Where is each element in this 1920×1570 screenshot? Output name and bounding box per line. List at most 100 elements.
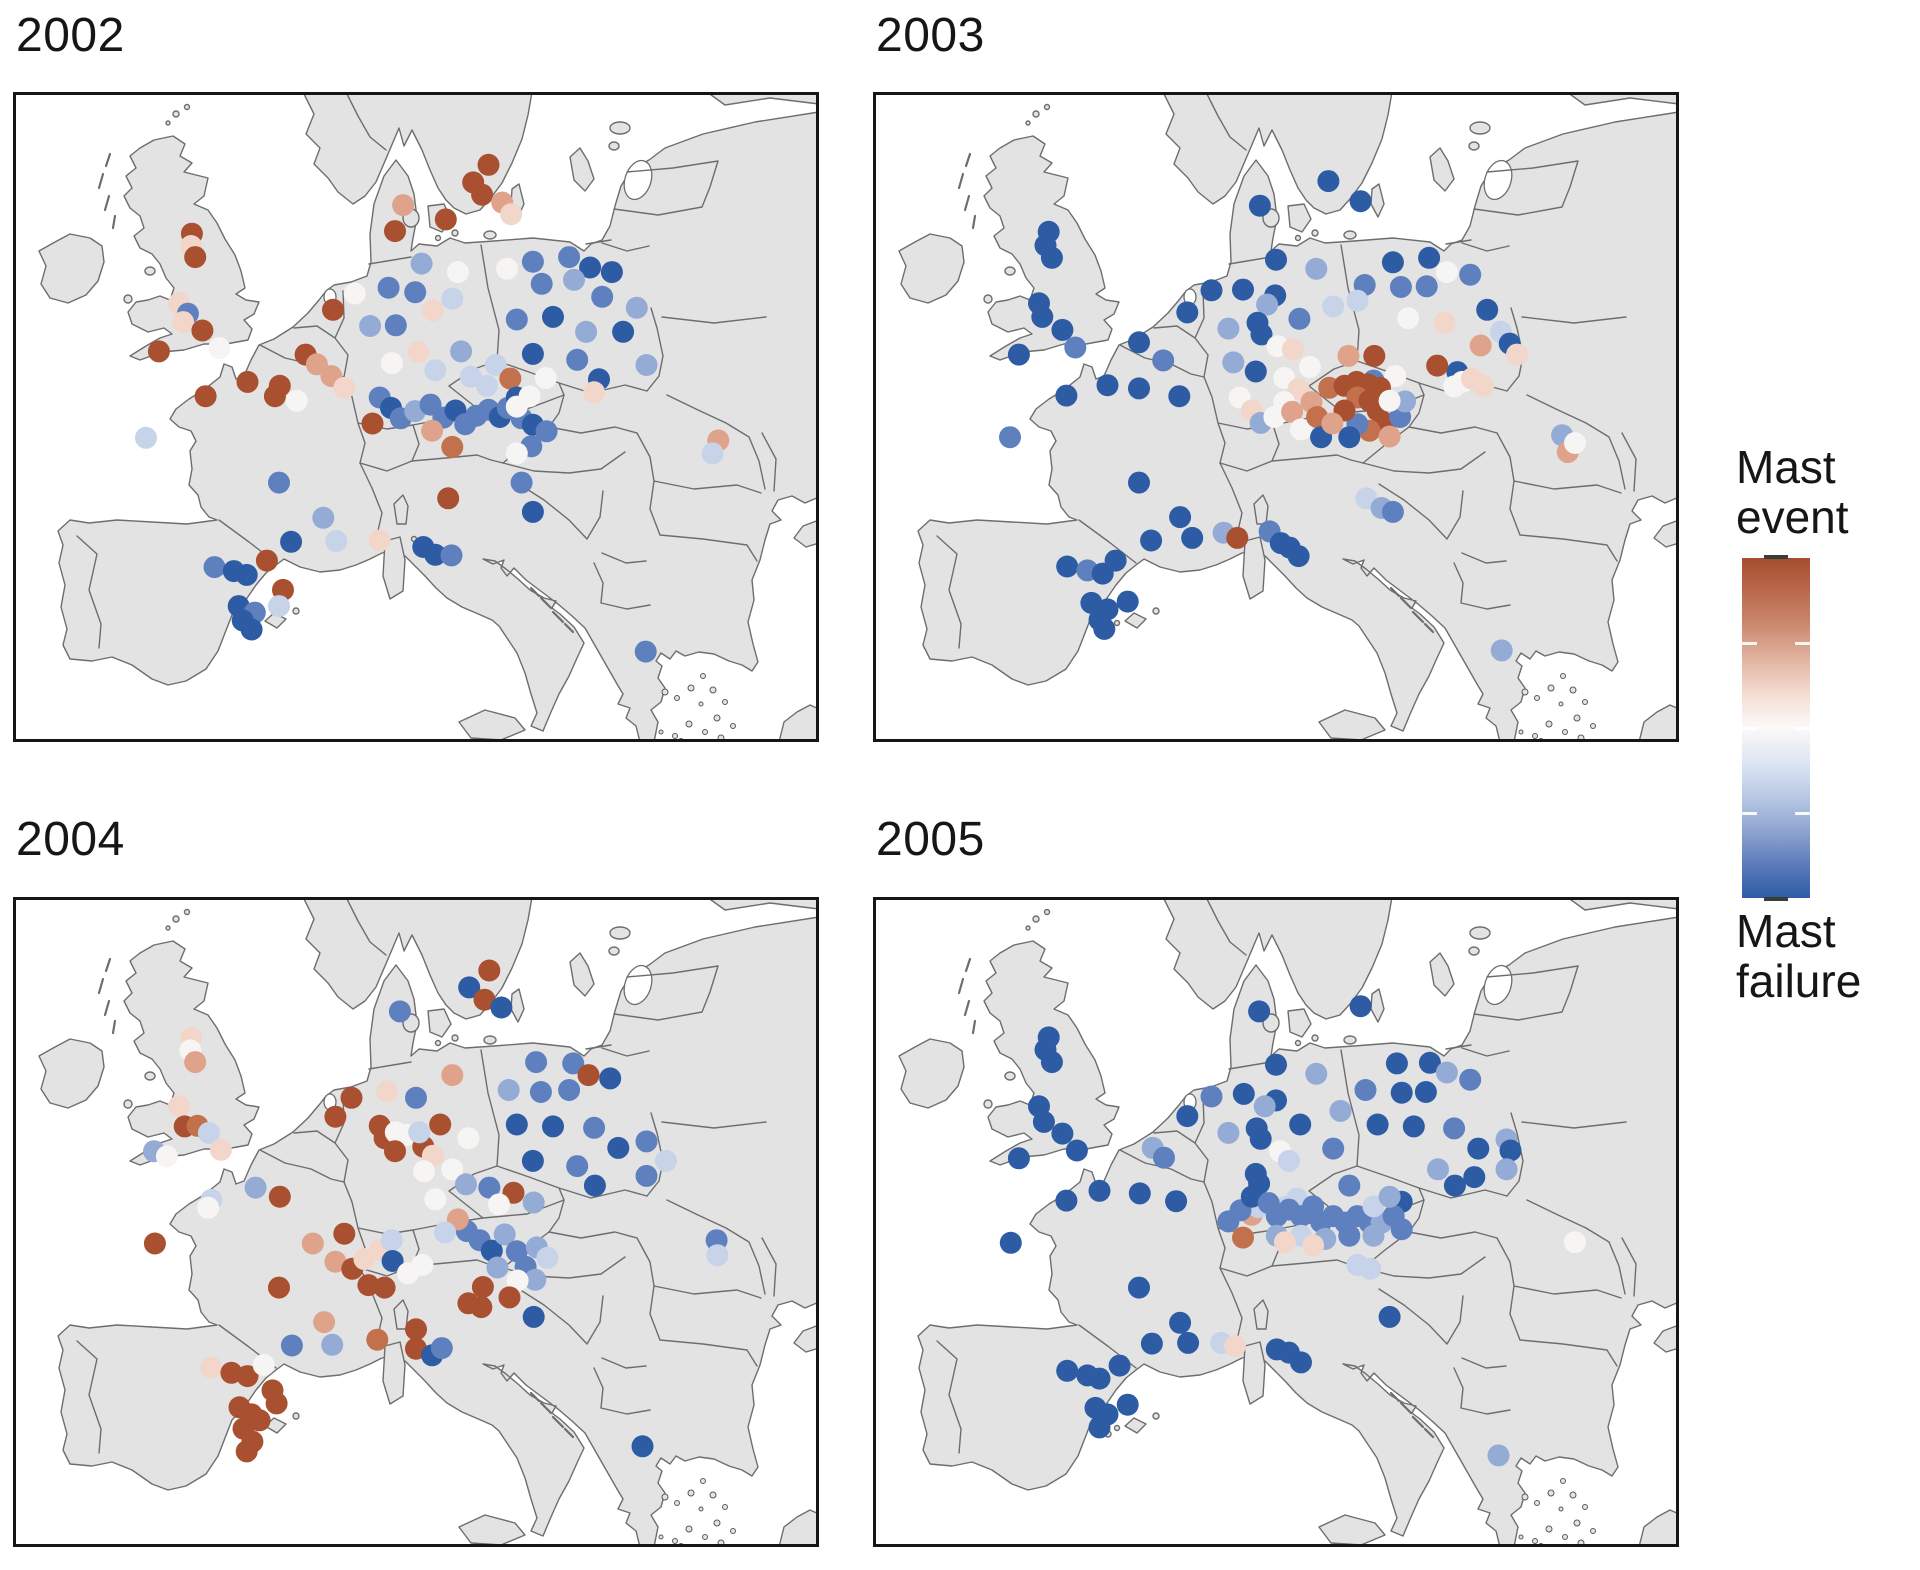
site-dot bbox=[1414, 1081, 1437, 1103]
site-dot bbox=[172, 311, 195, 334]
europe-map-2004 bbox=[13, 897, 819, 1547]
site-dot bbox=[322, 298, 344, 321]
site-dot bbox=[340, 1086, 363, 1109]
site-dot bbox=[191, 319, 214, 342]
site-dot bbox=[1140, 1332, 1163, 1355]
site-dot bbox=[1302, 1234, 1325, 1257]
site-dot bbox=[1363, 344, 1386, 367]
site-dot bbox=[268, 1276, 290, 1299]
site-dot bbox=[424, 359, 447, 382]
colorbar-tick bbox=[1742, 726, 1757, 730]
dot-layer-2003 bbox=[999, 170, 1586, 662]
site-dot bbox=[1277, 1149, 1300, 1172]
legend-colorbar-wrap bbox=[1742, 555, 1810, 901]
site-dot bbox=[441, 1064, 464, 1087]
site-dot bbox=[1289, 1113, 1312, 1136]
site-dot bbox=[701, 442, 724, 465]
site-dot bbox=[184, 1051, 207, 1074]
site-dot bbox=[1248, 1000, 1271, 1023]
site-dot bbox=[579, 256, 602, 279]
site-dot bbox=[1426, 354, 1449, 377]
site-dot bbox=[505, 308, 528, 331]
site-dot bbox=[1329, 1099, 1352, 1122]
colorbar-tick bbox=[1742, 811, 1757, 815]
site-dot bbox=[380, 352, 403, 375]
site-dot bbox=[521, 250, 544, 273]
site-dot bbox=[455, 1173, 477, 1196]
colorbar-tick bbox=[1795, 641, 1810, 645]
site-dot bbox=[168, 1095, 190, 1118]
site-dot bbox=[1250, 323, 1273, 346]
site-dot bbox=[1116, 590, 1139, 613]
site-dot bbox=[203, 556, 226, 579]
site-dot bbox=[542, 1115, 564, 1138]
site-dot bbox=[429, 1113, 452, 1136]
site-dot bbox=[999, 426, 1021, 449]
site-dot bbox=[1181, 526, 1204, 549]
site-dot bbox=[1200, 279, 1223, 302]
site-dot bbox=[562, 1052, 585, 1075]
panel-title-2004: 2004 bbox=[16, 813, 125, 866]
site-dot bbox=[1443, 1174, 1466, 1197]
site-dot bbox=[381, 1250, 404, 1272]
site-dot bbox=[1443, 1117, 1466, 1140]
site-dot bbox=[1249, 1127, 1272, 1150]
site-dot bbox=[434, 208, 457, 231]
site-dot bbox=[268, 1185, 291, 1208]
europe-map-2005 bbox=[873, 897, 1679, 1547]
site-dot bbox=[1290, 418, 1312, 441]
site-dot bbox=[612, 320, 635, 343]
site-dot bbox=[268, 595, 290, 618]
site-dot bbox=[1176, 301, 1199, 324]
site-dot bbox=[405, 1086, 427, 1109]
site-dot bbox=[1088, 1367, 1111, 1390]
site-dot bbox=[147, 340, 170, 363]
site-dot bbox=[1362, 1195, 1385, 1218]
panel-title-2003: 2003 bbox=[876, 9, 985, 62]
europe-map-2003 bbox=[873, 92, 1679, 742]
site-dot bbox=[1169, 1311, 1192, 1334]
site-dot bbox=[1128, 1276, 1150, 1299]
site-dot bbox=[500, 203, 523, 226]
site-dot bbox=[1169, 506, 1192, 529]
site-dot bbox=[1476, 298, 1499, 321]
site-dot bbox=[1305, 1062, 1328, 1085]
site-dot bbox=[1362, 1224, 1385, 1247]
site-dot bbox=[280, 1334, 303, 1357]
site-dot bbox=[1338, 426, 1361, 449]
site-dot bbox=[424, 543, 447, 566]
site-dot bbox=[457, 1127, 480, 1150]
site-dot bbox=[1288, 307, 1311, 330]
site-dot bbox=[380, 1229, 403, 1252]
site-dot bbox=[498, 1286, 521, 1309]
site-dot bbox=[1346, 289, 1369, 312]
site-dot bbox=[496, 257, 519, 280]
site-dot bbox=[1378, 1305, 1401, 1328]
site-dot bbox=[486, 1256, 509, 1279]
site-dot bbox=[1359, 1257, 1382, 1280]
site-dot bbox=[457, 1292, 480, 1315]
site-dot bbox=[1435, 1061, 1458, 1084]
site-dot bbox=[1168, 385, 1191, 408]
site-dot bbox=[1435, 261, 1458, 284]
site-dot bbox=[1281, 400, 1304, 423]
site-dot bbox=[1153, 1146, 1175, 1169]
site-dot bbox=[536, 1246, 559, 1269]
site-dot bbox=[1093, 617, 1116, 640]
site-dot bbox=[558, 1079, 581, 1101]
site-dot bbox=[1065, 1139, 1088, 1162]
site-dot bbox=[437, 487, 460, 510]
site-dot bbox=[408, 1121, 431, 1144]
site-dot bbox=[244, 1176, 267, 1199]
site-dot bbox=[155, 1145, 178, 1168]
site-dot bbox=[1287, 545, 1310, 568]
site-dot bbox=[440, 544, 463, 567]
site-dot bbox=[265, 1392, 288, 1415]
site-dot bbox=[1467, 1137, 1490, 1160]
site-dot bbox=[458, 976, 481, 999]
site-dot bbox=[1128, 377, 1150, 400]
site-dot bbox=[1226, 526, 1249, 549]
site-dot bbox=[480, 1239, 503, 1262]
site-dot bbox=[1265, 1053, 1287, 1076]
legend-low-label-block: Mast failure bbox=[1736, 906, 1920, 1006]
